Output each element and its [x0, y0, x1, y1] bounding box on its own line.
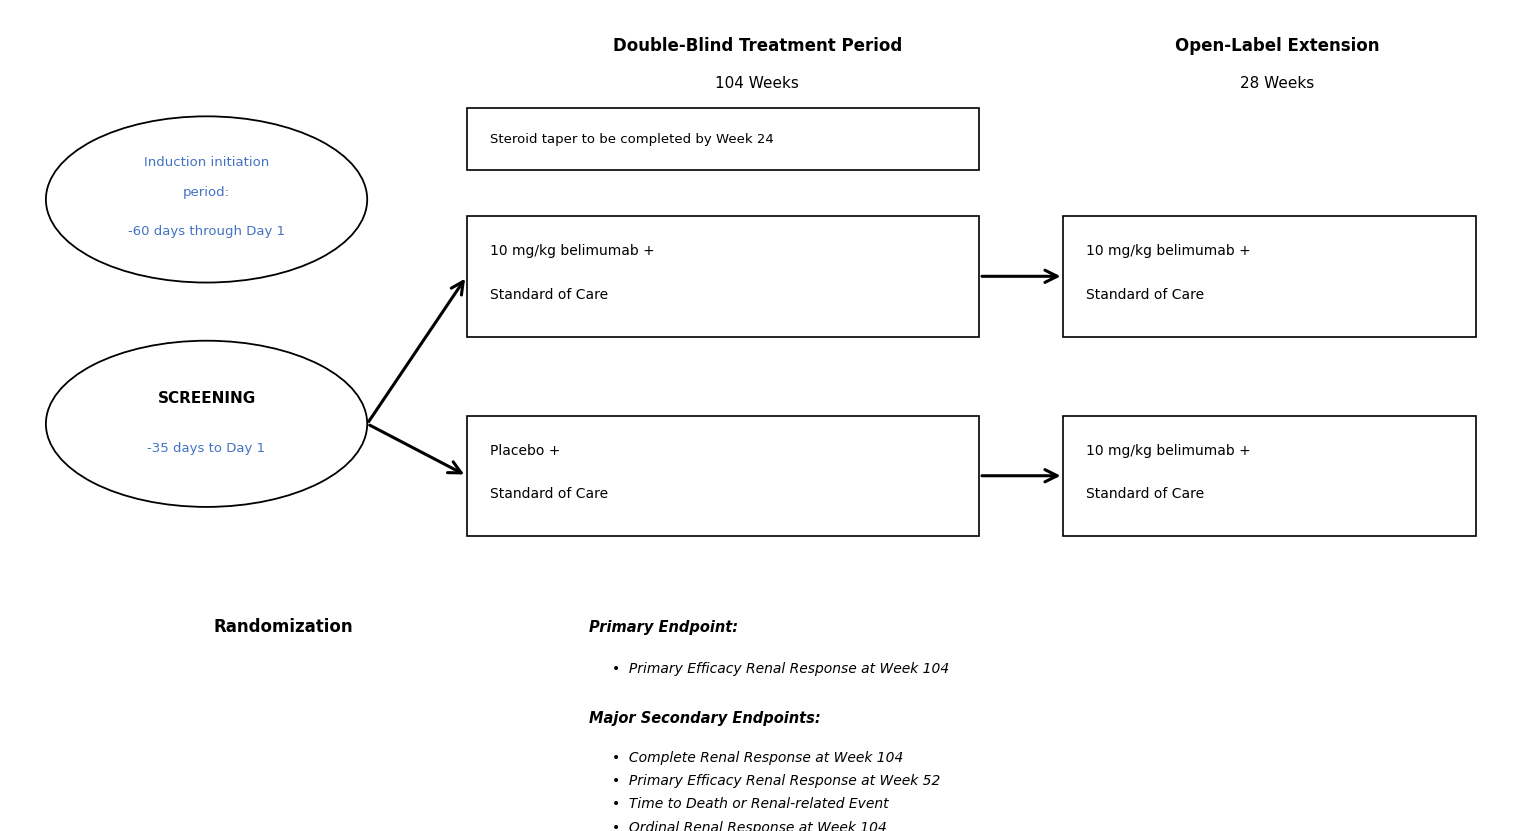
Text: •  Ordinal Renal Response at Week 104: • Ordinal Renal Response at Week 104: [612, 821, 887, 831]
Text: Open-Label Extension: Open-Label Extension: [1175, 37, 1380, 55]
Text: Double-Blind Treatment Period: Double-Blind Treatment Period: [612, 37, 903, 55]
Text: Induction initiation: Induction initiation: [144, 155, 269, 169]
Text: Primary Endpoint:: Primary Endpoint:: [589, 620, 737, 635]
FancyBboxPatch shape: [1063, 416, 1476, 536]
FancyBboxPatch shape: [467, 416, 979, 536]
Text: period:: period:: [184, 186, 230, 199]
Text: Steroid taper to be completed by Week 24: Steroid taper to be completed by Week 24: [490, 133, 773, 145]
Text: Standard of Care: Standard of Care: [490, 487, 607, 501]
Text: Standard of Care: Standard of Care: [1086, 487, 1204, 501]
Text: 10 mg/kg belimumab +: 10 mg/kg belimumab +: [490, 244, 655, 258]
FancyBboxPatch shape: [1063, 216, 1476, 337]
Text: Standard of Care: Standard of Care: [490, 288, 607, 302]
Text: 10 mg/kg belimumab +: 10 mg/kg belimumab +: [1086, 444, 1252, 458]
Text: Randomization: Randomization: [213, 618, 353, 637]
Text: -60 days through Day 1: -60 days through Day 1: [129, 224, 285, 238]
Text: 10 mg/kg belimumab +: 10 mg/kg belimumab +: [1086, 244, 1252, 258]
Text: Standard of Care: Standard of Care: [1086, 288, 1204, 302]
Text: 28 Weeks: 28 Weeks: [1241, 76, 1314, 91]
Text: •  Complete Renal Response at Week 104: • Complete Renal Response at Week 104: [612, 751, 903, 765]
Text: Major Secondary Endpoints:: Major Secondary Endpoints:: [589, 711, 820, 726]
Text: •  Time to Death or Renal-related Event: • Time to Death or Renal-related Event: [612, 798, 889, 811]
Text: SCREENING: SCREENING: [158, 391, 256, 406]
Text: •  Primary Efficacy Renal Response at Week 52: • Primary Efficacy Renal Response at Wee…: [612, 774, 941, 788]
FancyBboxPatch shape: [467, 216, 979, 337]
Text: Placebo +: Placebo +: [490, 444, 560, 458]
Text: -35 days to Day 1: -35 days to Day 1: [147, 442, 266, 455]
FancyBboxPatch shape: [467, 108, 979, 170]
Text: 104 Weeks: 104 Weeks: [716, 76, 799, 91]
Text: •  Primary Efficacy Renal Response at Week 104: • Primary Efficacy Renal Response at Wee…: [612, 662, 949, 676]
